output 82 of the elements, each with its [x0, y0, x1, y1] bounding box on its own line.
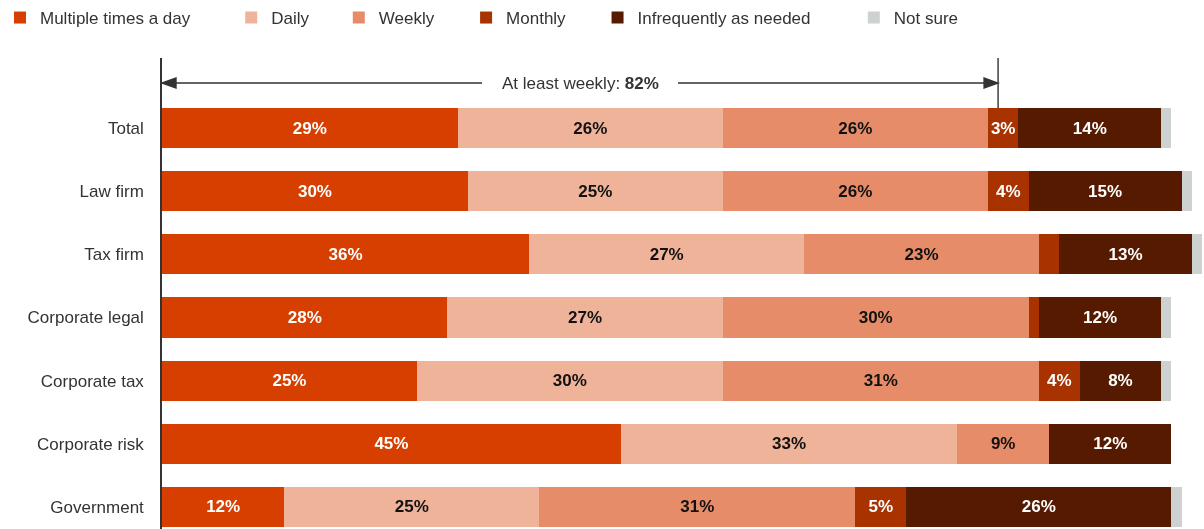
bar [162, 171, 468, 212]
bar [1161, 360, 1172, 401]
data-label: 13% [1108, 244, 1143, 264]
data-label: 12% [206, 497, 241, 517]
bar [162, 360, 417, 401]
data-label: 5% [868, 497, 894, 517]
data-label: 26% [838, 118, 873, 138]
data-label: 23% [904, 244, 939, 264]
legend-label: Not sure [893, 9, 959, 29]
bar [906, 486, 1172, 527]
legend-label: Multiple times a day [40, 9, 191, 29]
data-label: 25% [394, 497, 429, 517]
bar [447, 297, 723, 338]
data-label: 12% [1083, 308, 1118, 328]
data-label: 33% [772, 434, 807, 454]
bar [1038, 234, 1060, 275]
bar [620, 423, 958, 464]
bar [722, 360, 1039, 401]
bar [804, 234, 1039, 275]
data-label: 29% [292, 118, 327, 138]
data-label: 3% [990, 118, 1016, 138]
y-tick-label: Corporate tax [40, 371, 145, 391]
bar [529, 234, 805, 275]
data-label: 26% [573, 118, 608, 138]
data-label: 26% [838, 181, 873, 201]
bar [855, 486, 907, 527]
bar [1028, 171, 1182, 212]
bar [1181, 171, 1192, 212]
data-label: 9% [990, 434, 1016, 454]
data-label: 36% [328, 244, 363, 264]
data-label: 14% [1072, 118, 1107, 138]
data-label: 12% [1093, 434, 1128, 454]
data-label: 8% [1108, 371, 1133, 391]
bar [457, 108, 723, 149]
bar [722, 108, 988, 149]
bar [1059, 234, 1192, 275]
data-label: 4% [1046, 371, 1072, 391]
bar [1161, 297, 1172, 338]
bar [539, 486, 856, 527]
data-label: 27% [568, 308, 603, 328]
bar [162, 297, 448, 338]
bar [162, 234, 530, 275]
y-tick-label: Government [50, 497, 145, 517]
bar [1171, 486, 1182, 527]
data-label: 25% [578, 181, 613, 201]
bar [1038, 297, 1162, 338]
bar [1079, 360, 1162, 401]
bar [1049, 423, 1172, 464]
bar [1018, 108, 1162, 149]
bar [467, 171, 723, 212]
data-label: 28% [287, 308, 322, 328]
legend-label: Infrequently as needed [637, 9, 811, 29]
legend-label: Daily [271, 9, 310, 29]
data-label: 4% [995, 181, 1021, 201]
ref-line-label: At least weekly: 82% [502, 74, 659, 93]
y-tick-label: Law firm [79, 182, 144, 202]
bar [162, 423, 621, 464]
data-label: 15% [1088, 181, 1123, 201]
data-label: 30% [297, 181, 332, 201]
data-label: 30% [858, 308, 893, 328]
legend-label: Monthly [506, 9, 567, 29]
data-label: 30% [552, 371, 587, 391]
bar [416, 360, 723, 401]
bar [722, 171, 988, 212]
y-tick-label: Total [107, 119, 144, 139]
y-tick-label: Corporate risk [37, 434, 145, 454]
legend-label: Weekly [378, 9, 435, 29]
y-tick-label: Tax firm [84, 245, 144, 265]
bar [284, 486, 540, 527]
bar [162, 486, 285, 527]
bar [1191, 234, 1202, 275]
data-label: 26% [1021, 497, 1056, 517]
data-label: 31% [863, 371, 898, 391]
data-label: 25% [272, 371, 307, 391]
bar [722, 297, 1029, 338]
bar [1161, 108, 1172, 149]
bar [1028, 297, 1039, 338]
data-label: 31% [680, 497, 715, 517]
bar [957, 423, 1050, 464]
data-label: 45% [374, 434, 409, 454]
data-label: 27% [649, 244, 684, 264]
y-tick-label: Corporate legal [27, 308, 144, 328]
